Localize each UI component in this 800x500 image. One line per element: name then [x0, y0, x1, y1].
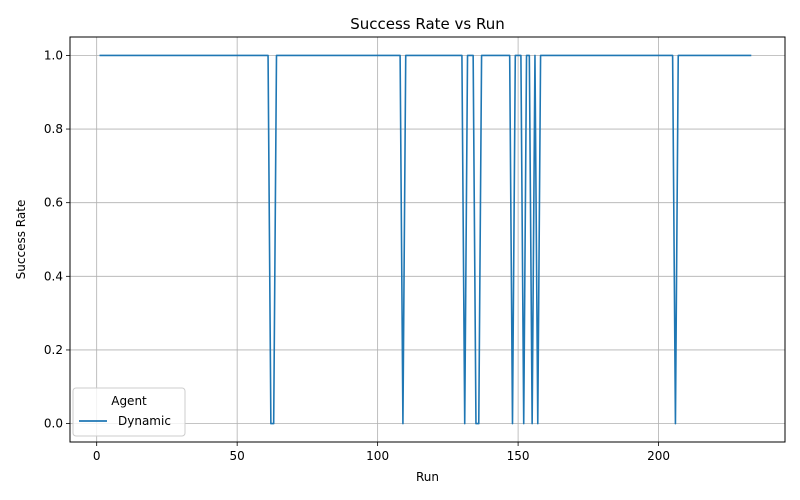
plot-area-frame	[69, 36, 786, 443]
legend-box	[72, 387, 186, 437]
series-line-dynamic	[99, 54, 752, 425]
y-tick-label: 0.8	[44, 122, 63, 136]
x-axis-label: Run	[416, 470, 439, 484]
x-tick-label: 100	[366, 449, 389, 463]
chart-title: Success Rate vs Run	[350, 15, 505, 33]
legend: Agent Dynamic	[72, 387, 186, 437]
y-tick-label: 0.2	[44, 343, 63, 357]
x-tick-label: 0	[93, 449, 101, 463]
y-tick-label: 1.0	[44, 48, 63, 62]
x-tick-label: 50	[230, 449, 245, 463]
y-tick-label: 0.4	[44, 269, 63, 283]
y-tick-label: 0.6	[44, 196, 63, 210]
axis-ticks: 0 50 100 150 200 0.0 0.2 0.4 0.6 0.8 1.0	[44, 48, 670, 463]
legend-entry-dynamic: Dynamic	[118, 414, 171, 428]
legend-title: Agent	[111, 394, 147, 408]
series-layer	[99, 54, 752, 425]
y-axis-label: Success Rate	[14, 200, 28, 280]
x-tick-label: 150	[507, 449, 530, 463]
x-tick-label: 200	[647, 449, 670, 463]
y-tick-label: 0.0	[44, 417, 63, 431]
